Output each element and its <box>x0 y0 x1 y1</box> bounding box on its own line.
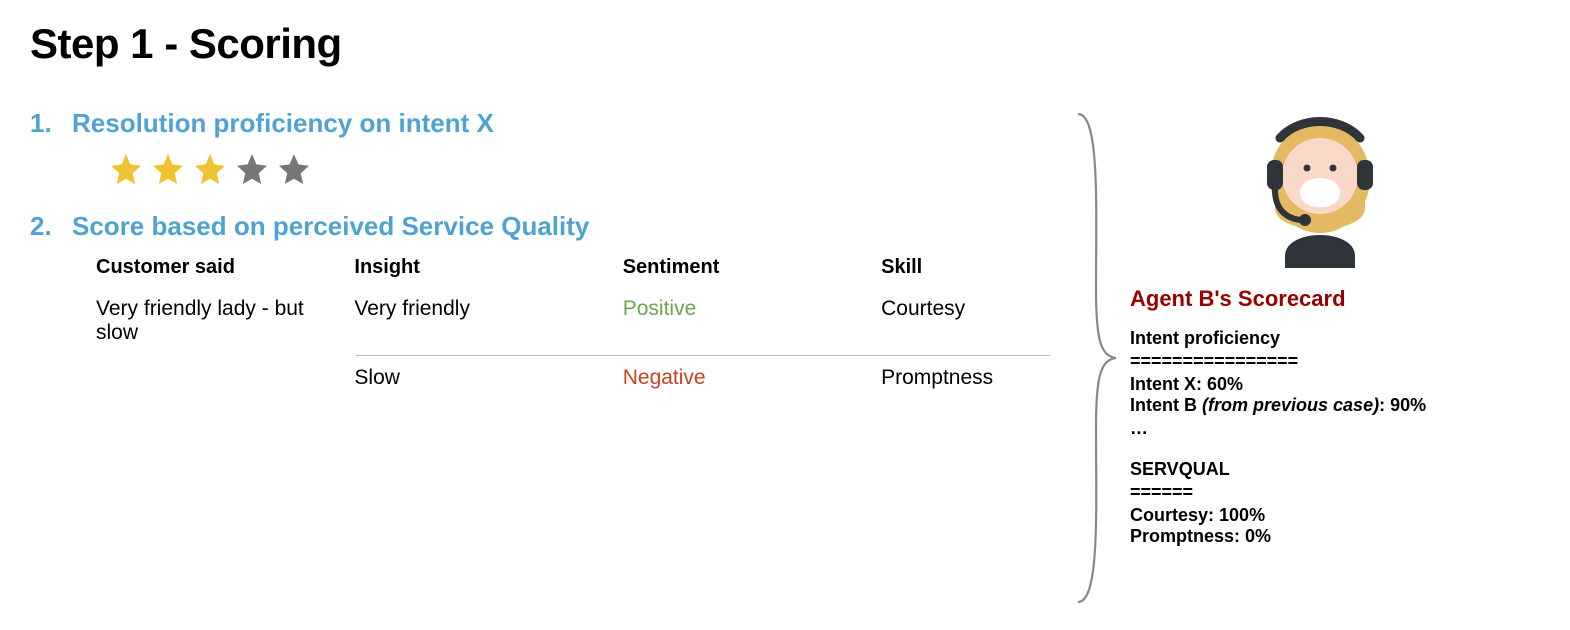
intent-line: Intent B (from previous case): 90% <box>1130 395 1510 416</box>
scorecard-title: Agent B's Scorecard <box>1130 286 1510 312</box>
col-header-sentiment: Sentiment <box>623 256 881 279</box>
star-icon <box>192 151 228 187</box>
list-number-2: 2. <box>30 211 72 242</box>
servqual-label: Courtesy <box>1130 505 1208 525</box>
star-icon <box>276 151 312 187</box>
cell-insight: Slow <box>354 366 622 390</box>
intent-label: Intent X <box>1130 374 1196 394</box>
servqual-value: 0% <box>1245 526 1271 546</box>
star-rating <box>108 151 1050 187</box>
agent-avatar <box>1130 108 1510 268</box>
main-layout: 1. Resolution proficiency on intent X 2.… <box>30 108 1540 608</box>
col-header-insight: Insight <box>354 256 622 279</box>
right-column: Agent B's Scorecard Intent proficiency =… <box>1070 108 1510 608</box>
servqual-heading: SERVQUAL <box>1130 459 1510 480</box>
star-icon <box>150 151 186 187</box>
cell-skill: Courtesy <box>881 297 1050 321</box>
page-title: Step 1 - Scoring <box>30 20 1540 68</box>
table-row: Slow Negative Promptness <box>96 358 1050 398</box>
col-header-skill: Skill <box>881 256 1050 279</box>
cell-said: Very friendly lady - but slow <box>96 297 354 345</box>
servqual-value: 100% <box>1219 505 1265 525</box>
servqual-separator: ====== <box>1130 482 1510 503</box>
left-column: 1. Resolution proficiency on intent X 2.… <box>30 108 1050 608</box>
cell-sentiment: Negative <box>623 366 881 390</box>
cell-insight: Very friendly <box>354 297 622 321</box>
cell-sentiment: Positive <box>623 297 881 321</box>
list-item-2: 2. Score based on perceived Service Qual… <box>30 211 1050 242</box>
intent-value: 60% <box>1207 374 1243 394</box>
servqual-label: Promptness <box>1130 526 1234 546</box>
list-item-1: 1. Resolution proficiency on intent X <box>30 108 1050 139</box>
servqual-block: SERVQUAL ====== Courtesy: 100% Promptnes… <box>1130 459 1510 547</box>
table-row: Very friendly lady - but slow Very frien… <box>96 289 1050 353</box>
intent-proficiency-block: Intent proficiency ================ Inte… <box>1130 328 1510 439</box>
list-title-2: Score based on perceived Service Quality <box>72 211 589 242</box>
brace-icon <box>1070 108 1120 608</box>
list-number-1: 1. <box>30 108 72 139</box>
row-divider <box>356 355 1050 356</box>
star-icon <box>234 151 270 187</box>
scorecard: Agent B's Scorecard Intent proficiency =… <box>1120 108 1510 567</box>
list-title-1: Resolution proficiency on intent X <box>72 108 494 139</box>
quality-table: Customer said Insight Sentiment Skill Ve… <box>96 256 1050 398</box>
intent-separator: ================ <box>1130 351 1510 372</box>
intent-line: Intent X: 60% <box>1130 374 1510 395</box>
intent-value: 90% <box>1390 395 1426 415</box>
cell-skill: Promptness <box>881 366 1050 390</box>
servqual-line: Promptness: 0% <box>1130 526 1510 547</box>
star-icon <box>108 151 144 187</box>
intent-note: (from previous case) <box>1202 395 1379 415</box>
intent-heading: Intent proficiency <box>1130 328 1510 349</box>
intent-ellipsis: … <box>1130 418 1510 439</box>
table-header-row: Customer said Insight Sentiment Skill <box>96 256 1050 279</box>
servqual-line: Courtesy: 100% <box>1130 505 1510 526</box>
intent-label: Intent B <box>1130 395 1197 415</box>
col-header-said: Customer said <box>96 256 354 279</box>
